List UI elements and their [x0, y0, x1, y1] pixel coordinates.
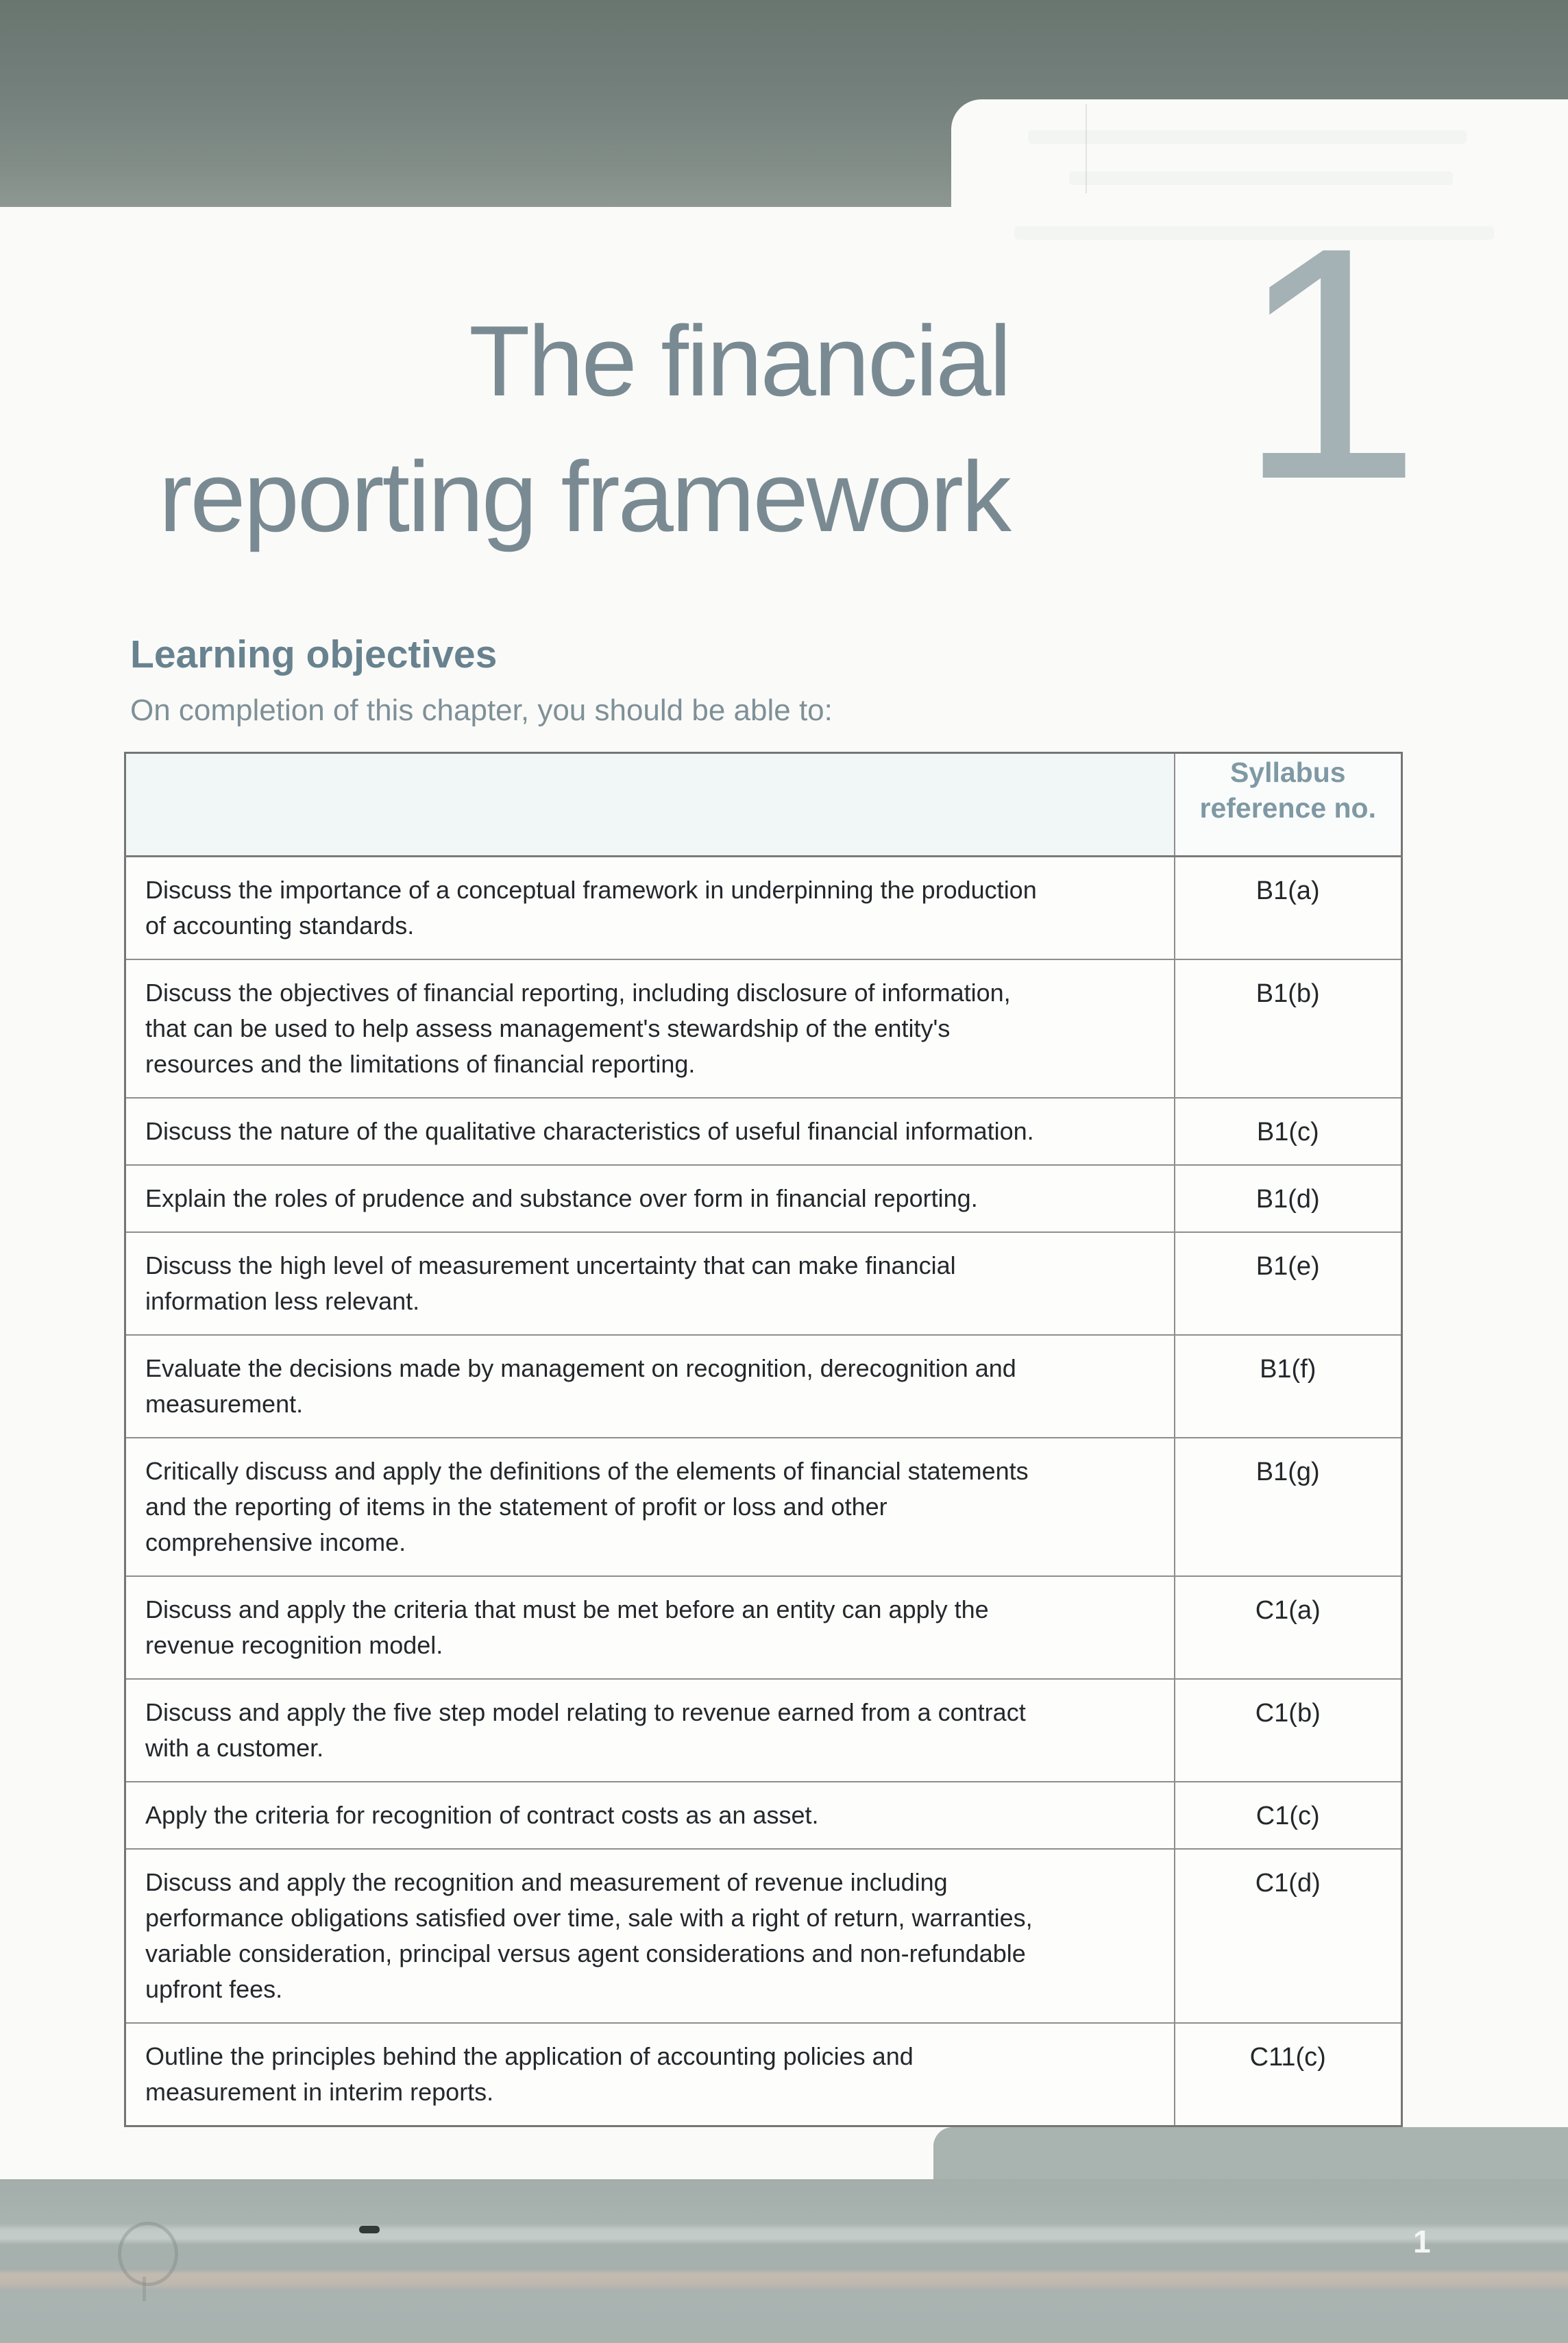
objective-cell: Evaluate the decisions made by managemen… — [124, 1334, 1175, 1438]
table-row: Explain the roles of prudence and substa… — [124, 1164, 1403, 1233]
syllabus-ref-cell: B1(d) — [1173, 1164, 1403, 1233]
footer-band-tab — [933, 2127, 1568, 2182]
objective-header-cell — [124, 752, 1175, 857]
learning-objectives-intro: On completion of this chapter, you shoul… — [130, 694, 833, 727]
syllabus-ref-cell: C1(b) — [1173, 1678, 1403, 1782]
showthrough-smudge — [1028, 130, 1467, 144]
footer-band — [0, 2179, 1568, 2343]
objectives-table: Syllabus reference no. Discuss the impor… — [124, 752, 1403, 2127]
table-header-row: Syllabus reference no. — [124, 752, 1403, 857]
objective-cell: Discuss and apply the criteria that must… — [124, 1575, 1175, 1680]
chapter-title-line-1: The financial — [469, 305, 1012, 417]
chapter-number: 1 — [1237, 180, 1421, 548]
table-row: Outline the principles behind the applic… — [124, 2022, 1403, 2127]
table-row: Discuss the nature of the qualitative ch… — [124, 1097, 1403, 1166]
objectives-table-body: Discuss the importance of a conceptual f… — [124, 855, 1403, 2127]
page-number: 1 — [1413, 2224, 1431, 2259]
table-row: Critically discuss and apply the definit… — [124, 1437, 1403, 1577]
syllabus-ref-cell: B1(e) — [1173, 1231, 1403, 1336]
table-row: Discuss the high level of measurement un… — [124, 1231, 1403, 1336]
table-row: Discuss and apply the five step model re… — [124, 1678, 1403, 1782]
syllabus-ref-cell: C1(c) — [1173, 1781, 1403, 1850]
scan-crease-mark — [1086, 104, 1087, 193]
table-row: Discuss the importance of a conceptual f… — [124, 855, 1403, 960]
table-row: Discuss and apply the recognition and me… — [124, 1848, 1403, 2024]
syllabus-ref-cell: B1(c) — [1173, 1097, 1403, 1166]
syllabus-ref-cell: B1(f) — [1173, 1334, 1403, 1438]
scan-dash-mark — [359, 2226, 380, 2233]
objective-cell: Discuss the objectives of financial repo… — [124, 959, 1175, 1099]
chapter-title: The financial reporting framework — [158, 293, 1012, 565]
objective-cell: Discuss and apply the five step model re… — [124, 1678, 1175, 1782]
objective-cell: Critically discuss and apply the definit… — [124, 1437, 1175, 1577]
showthrough-smudge — [1014, 226, 1494, 240]
objective-cell: Discuss the importance of a conceptual f… — [124, 855, 1175, 960]
objective-cell: Discuss the high level of measurement un… — [124, 1231, 1175, 1336]
top-band-page-tab — [951, 99, 1568, 216]
ghost-logo-circle — [118, 2222, 178, 2286]
syllabus-ref-cell: C1(a) — [1173, 1575, 1403, 1680]
objective-cell: Explain the roles of prudence and substa… — [124, 1164, 1175, 1233]
objective-cell: Outline the principles behind the applic… — [124, 2022, 1175, 2127]
showthrough-smudge — [1069, 171, 1453, 185]
learning-objectives-heading: Learning objectives — [130, 633, 498, 676]
table-row: Apply the criteria for recognition of co… — [124, 1781, 1403, 1850]
syllabus-ref-cell: B1(b) — [1173, 959, 1403, 1099]
ghost-logo-tail — [143, 2277, 146, 2301]
objective-cell: Apply the criteria for recognition of co… — [124, 1781, 1175, 1850]
objective-cell: Discuss the nature of the qualitative ch… — [124, 1097, 1175, 1166]
syllabus-ref-cell: B1(a) — [1173, 855, 1403, 960]
syllabus-ref-cell: B1(g) — [1173, 1437, 1403, 1577]
table-row: Evaluate the decisions made by managemen… — [124, 1334, 1403, 1438]
syllabus-reference-header-cell: Syllabus reference no. — [1173, 752, 1403, 857]
objective-cell: Discuss and apply the recognition and me… — [124, 1848, 1175, 2024]
table-row: Discuss the objectives of financial repo… — [124, 959, 1403, 1099]
syllabus-ref-cell: C11(c) — [1173, 2022, 1403, 2127]
syllabus-ref-cell: C1(d) — [1173, 1848, 1403, 2024]
table-row: Discuss and apply the criteria that must… — [124, 1575, 1403, 1680]
chapter-title-line-2: reporting framework — [158, 441, 1012, 552]
